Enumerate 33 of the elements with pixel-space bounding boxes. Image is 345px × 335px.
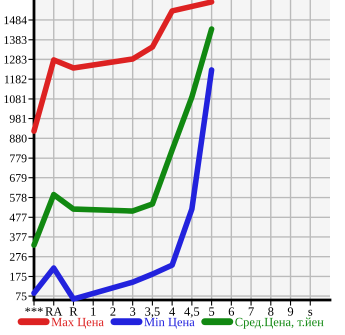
x-tick-label: R [70,307,78,316]
x-tick-label: 3 [130,307,136,316]
y-tick-label: 1383 [4,36,27,44]
legend-label: Сред.Цена, т.йен [235,318,324,329]
x-tick-label: 2 [110,307,116,316]
y-tick-label: 1182 [4,75,26,84]
y-tick-label: 880 [10,134,27,143]
x-tick-label: 5 [209,307,214,316]
x-tick-label: 3,5 [145,307,160,318]
legend-label: Min Цена [144,318,195,329]
y-tick-label: 1484 [4,16,27,24]
y-tick-label: 75 [16,292,27,300]
y-tick-label: 981 [10,114,26,123]
legend-label: Max Цена [52,318,104,329]
y-tick-label: 679 [10,174,27,182]
y-tick-label: 477 [10,214,27,222]
y-tick-label: 779 [10,154,27,162]
x-tick-label: 7 [248,307,254,316]
y-tick-label: 578 [10,194,27,202]
x-tick-label: 9 [288,307,294,316]
x-tick-label: *** [25,307,43,312]
x-tick-label: 1 [91,307,96,316]
x-tick-label: 4,5 [184,307,200,318]
y-tick-label: 175 [10,272,27,281]
x-tick-label: 4 [169,307,176,316]
y-tick-label: 1283 [4,56,27,64]
x-tick-label: 8 [268,307,274,316]
y-tick-label: 377 [10,233,27,242]
y-tick-label: 1081 [4,95,26,104]
y-tick-label: 276 [10,252,27,261]
x-tick-label: s [308,310,312,316]
x-tick-label: RA [45,307,62,316]
x-tick-label: 6 [228,307,234,316]
